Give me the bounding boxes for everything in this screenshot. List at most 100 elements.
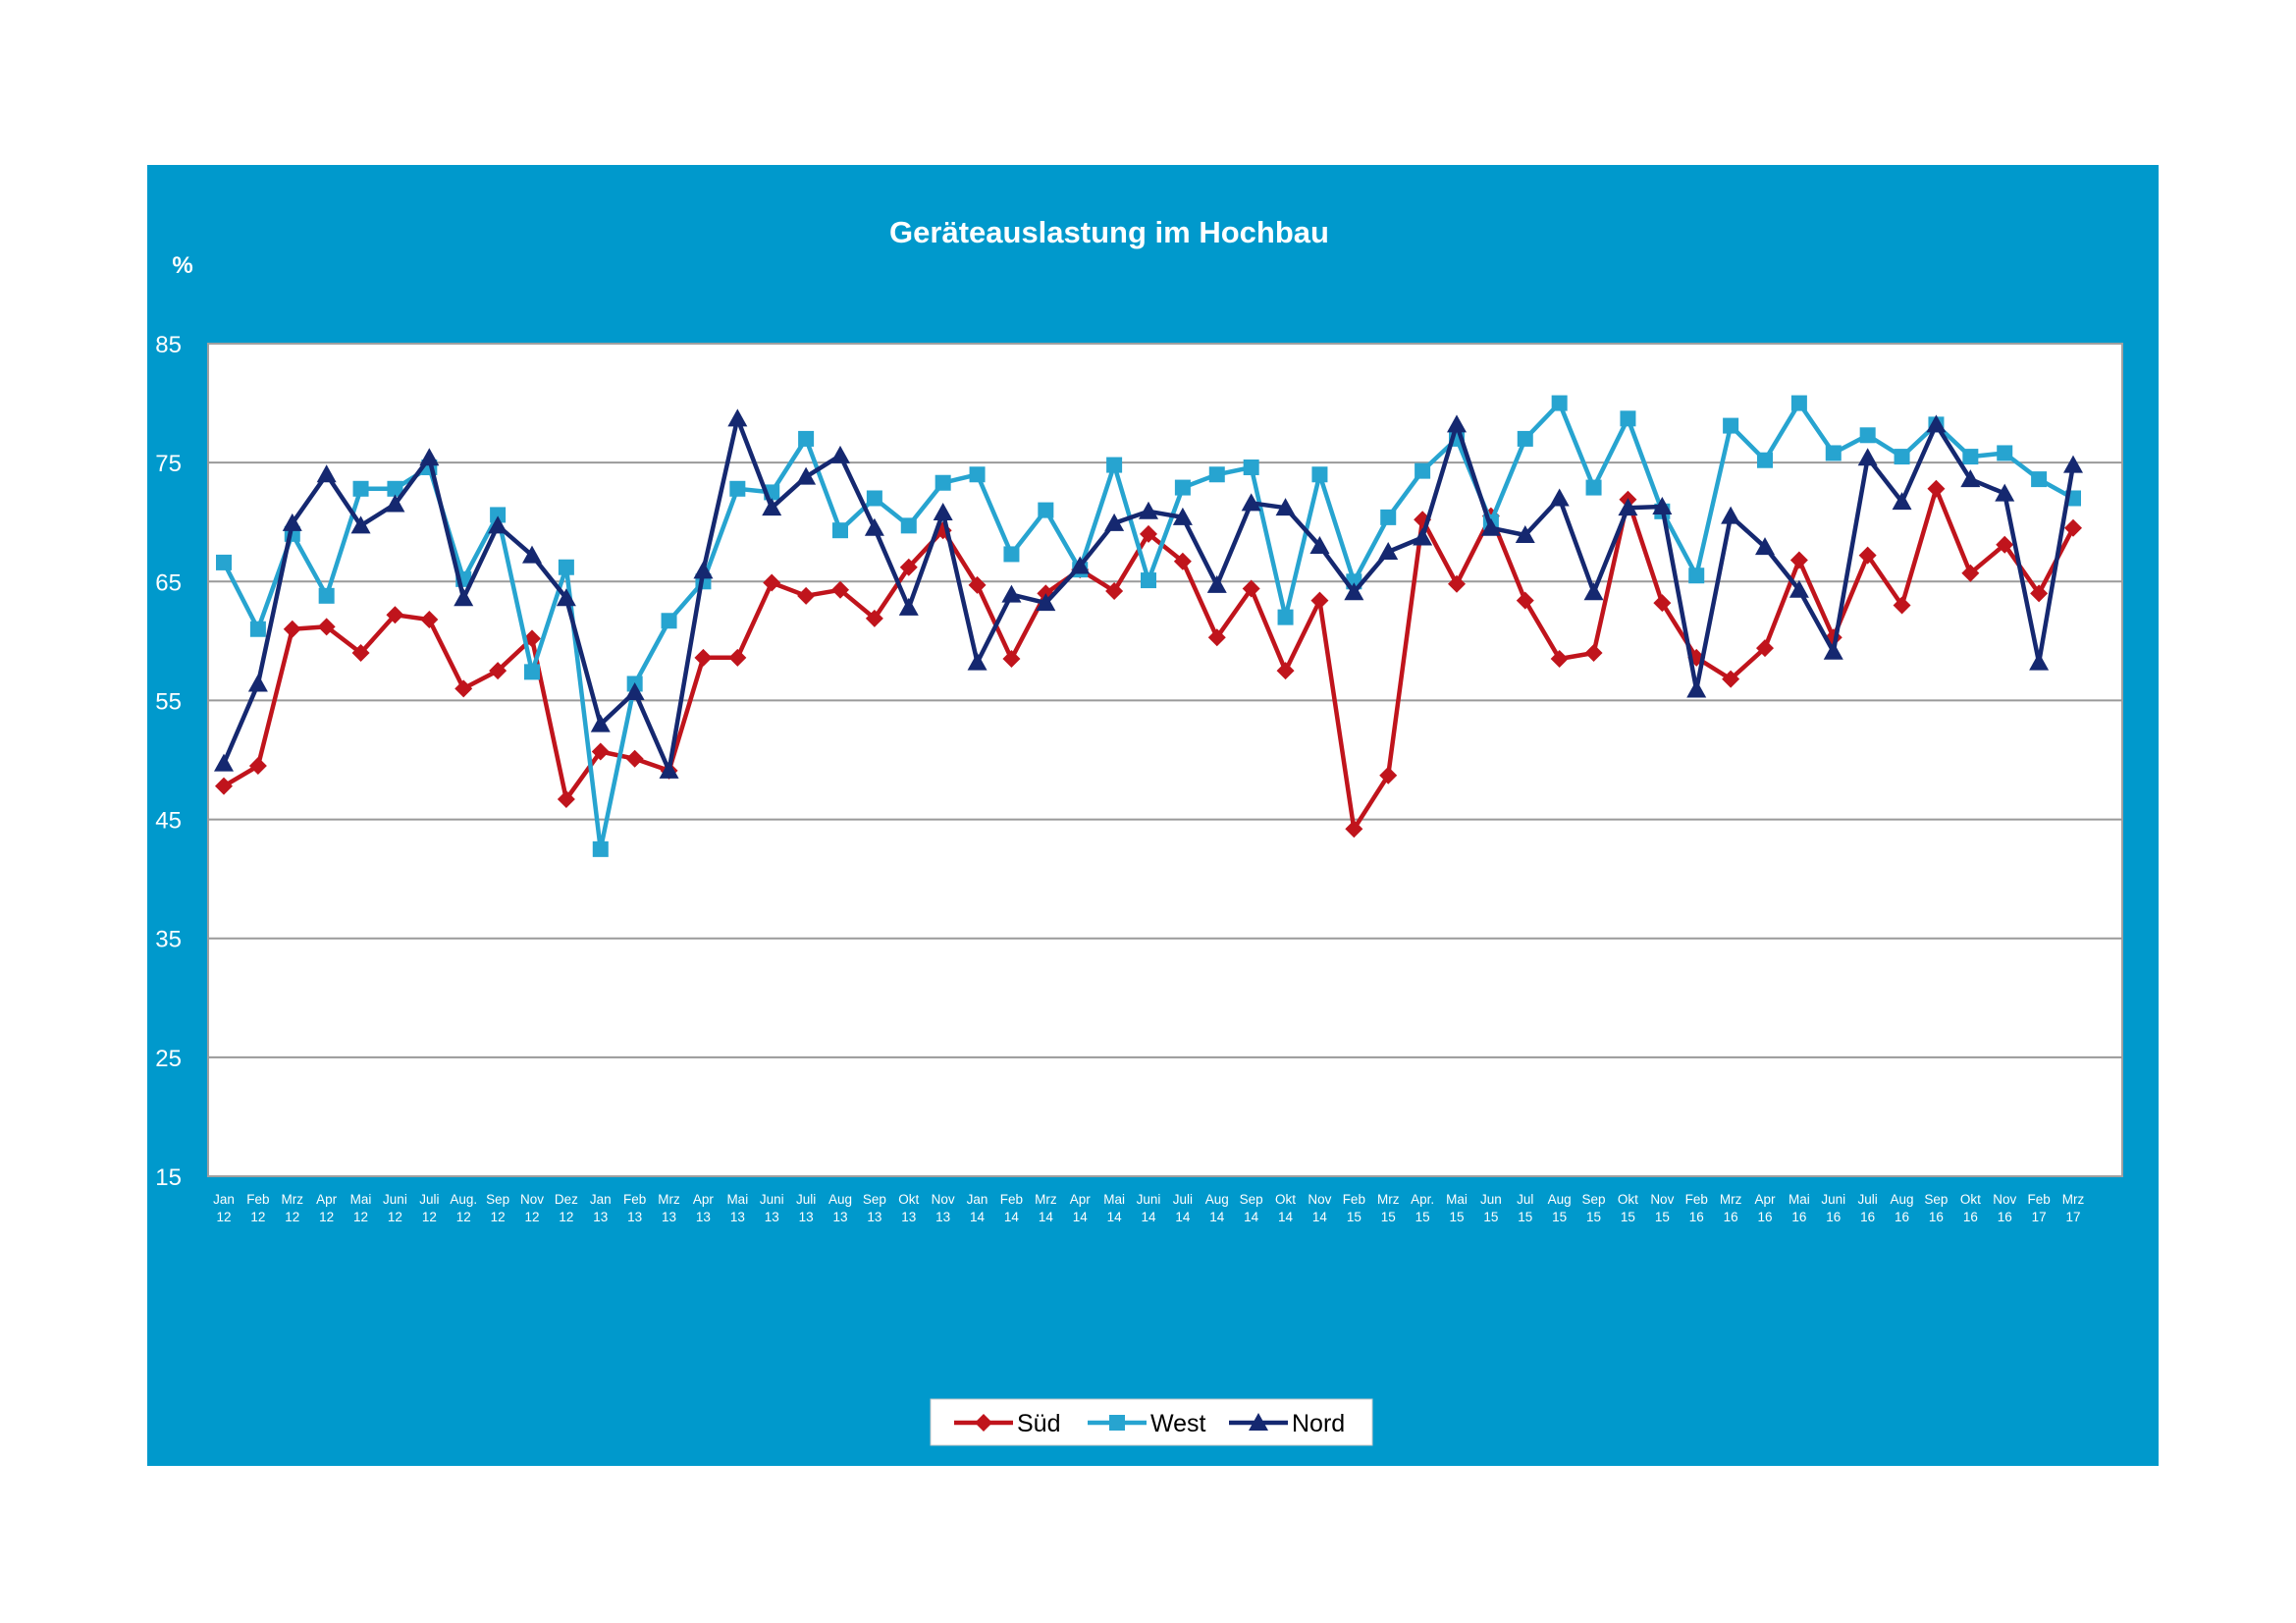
data-point: [488, 515, 508, 534]
data-point: [1448, 574, 1466, 593]
data-point: [1825, 445, 1842, 461]
x-tick-label: Apr: [316, 1192, 338, 1207]
data-point: [1583, 582, 1604, 601]
data-point: [1207, 628, 1226, 647]
data-point: [1172, 507, 1193, 525]
data-point: [1140, 524, 1157, 543]
data-point: [693, 561, 714, 579]
x-tick-label: 12: [388, 1210, 402, 1224]
data-point: [351, 643, 370, 662]
data-point: [967, 652, 988, 671]
x-tick-label: 12: [250, 1210, 265, 1224]
x-tick-label: 15: [1552, 1210, 1567, 1224]
data-point: [1585, 479, 1602, 496]
series-layer: [214, 395, 2083, 857]
series-3: [214, 408, 2083, 779]
x-tick-label: 16: [1724, 1210, 1738, 1224]
data-point: [1789, 551, 1808, 569]
x-tick-label: Apr: [1754, 1192, 1776, 1207]
x-tick-label: Juni: [383, 1192, 407, 1207]
x-tick-label: 16: [1689, 1210, 1704, 1224]
data-point: [798, 430, 815, 447]
x-tick-label: Aug: [1548, 1192, 1572, 1207]
data-point: [216, 554, 232, 570]
x-tick-label: Jan: [967, 1192, 988, 1207]
x-tick-label: 12: [524, 1210, 539, 1224]
data-point: [385, 494, 405, 513]
x-tick-label: Mrz: [1720, 1192, 1742, 1207]
data-point: [1242, 579, 1260, 598]
data-point: [1515, 525, 1535, 544]
x-tick-label: Aug: [1205, 1192, 1229, 1207]
x-tick-label: Mai: [350, 1192, 372, 1207]
legend-marker: [975, 1414, 992, 1432]
data-point: [1243, 459, 1259, 475]
x-tick-label: Feb: [1685, 1192, 1708, 1207]
x-tick-label: 12: [353, 1210, 368, 1224]
data-point: [490, 507, 507, 523]
x-tick-label: Feb: [246, 1192, 269, 1207]
legend-marker: [1249, 1413, 1268, 1431]
data-point: [1652, 496, 1673, 514]
data-point: [249, 621, 266, 637]
data-point: [1721, 506, 1741, 524]
x-tick-label: 14: [1004, 1210, 1020, 1224]
data-point: [1277, 609, 1294, 625]
data-point: [1686, 679, 1707, 698]
x-axis-ticks: Jan 12 Feb 12 Mrz 12 Apr 12 Mai 12 Juni 12 Juli 12 Aug…: [213, 1192, 2084, 1224]
x-tick-label: Okt: [1960, 1192, 1981, 1207]
data-point: [1106, 457, 1123, 473]
x-tick-label: 15: [1381, 1210, 1396, 1224]
x-tick-label: Mrz: [1035, 1192, 1057, 1207]
x-tick-label: 14: [1209, 1210, 1225, 1224]
x-tick-label: 15: [1483, 1210, 1498, 1224]
data-point: [832, 522, 848, 539]
x-tick-label: Nov: [520, 1192, 544, 1207]
data-point: [1070, 556, 1091, 574]
data-point: [1480, 517, 1501, 536]
data-point: [934, 474, 951, 491]
data-point: [420, 611, 439, 629]
data-point: [558, 559, 574, 575]
x-tick-label: Juli: [419, 1192, 439, 1207]
data-point: [454, 679, 473, 698]
x-tick-label: 16: [1826, 1210, 1841, 1224]
data-point: [1961, 564, 1980, 582]
x-tick-label: 15: [1518, 1210, 1532, 1224]
x-tick-label: Dez: [555, 1192, 578, 1207]
x-tick-label: 12: [422, 1210, 437, 1224]
x-tick-label: Mrz: [282, 1192, 304, 1207]
data-point: [898, 597, 919, 616]
data-point: [215, 777, 233, 795]
data-point: [1310, 591, 1329, 610]
y-tick-label: 25: [155, 1046, 182, 1072]
data-point: [1723, 417, 1739, 434]
data-point: [283, 620, 301, 638]
data-point: [729, 480, 746, 497]
data-point: [1241, 493, 1261, 512]
x-tick-label: 13: [593, 1210, 608, 1224]
y-tick-label: 55: [155, 688, 182, 715]
data-point: [1927, 479, 1946, 498]
data-point: [1997, 445, 2013, 461]
data-point: [1549, 488, 1570, 507]
x-tick-label: Aug: [1891, 1192, 1914, 1207]
data-point: [727, 408, 748, 427]
x-tick-label: Jan: [213, 1192, 235, 1207]
x-tick-label: 14: [1312, 1210, 1328, 1224]
x-tick-label: 14: [1073, 1210, 1089, 1224]
data-point: [1038, 502, 1054, 518]
data-point: [386, 606, 404, 624]
legend-label: West: [1150, 1410, 1206, 1437]
data-point: [1380, 509, 1397, 525]
data-point: [969, 466, 986, 483]
data-point: [247, 674, 268, 692]
data-point: [1276, 662, 1295, 680]
x-tick-label: Juni: [760, 1192, 784, 1207]
y-tick-label: 65: [155, 569, 182, 596]
data-point: [1551, 395, 1568, 411]
data-point: [899, 558, 918, 576]
data-point: [796, 466, 817, 485]
y-tick-label: 75: [155, 451, 182, 477]
